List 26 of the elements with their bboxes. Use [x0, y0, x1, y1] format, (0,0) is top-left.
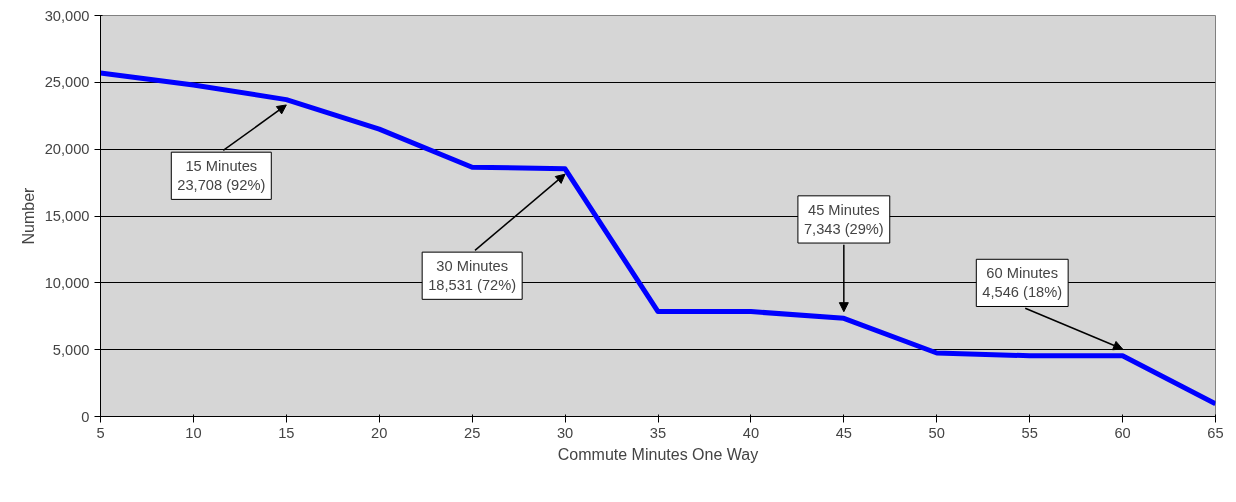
annotation: 60 Minutes 4,546 (18%) — [982, 265, 1063, 301]
y-tick-label: 10,000 — [44, 274, 90, 291]
x-tick-label: 40 — [742, 424, 760, 441]
x-tick-label: 5 — [96, 424, 105, 441]
y-tick-label: 25,000 — [44, 74, 90, 91]
x-tick-label: 25 — [464, 424, 481, 441]
x-tick-label: 50 — [928, 424, 945, 441]
y-tick-label: 20,000 — [44, 141, 90, 158]
y-tick-label: 30,000 — [44, 7, 90, 24]
x-tick-label: 30 — [556, 424, 574, 441]
annotation: 30 Minutes 18,531 (72%) — [428, 258, 517, 294]
y-tick-label: 0 — [81, 408, 90, 425]
x-tick-label: 10 — [185, 424, 202, 441]
x-tick-label: 65 — [1207, 424, 1224, 441]
x-tick-label: 20 — [371, 424, 388, 441]
annotation: 45 Minutes 7,343 (29%) — [803, 201, 884, 238]
annotation: 15 Minutes 23,708 (92%) — [177, 158, 266, 194]
x-tick-label: 15 — [278, 424, 295, 441]
y-axis-title: Number — [19, 186, 37, 245]
x-tick-label: 60 — [1114, 424, 1131, 441]
x-tick-label: 45 — [835, 424, 852, 441]
x-axis-title: Commute Minutes One Way — [557, 445, 759, 463]
x-tick-label: 35 — [649, 424, 667, 441]
y-tick-label: 5,000 — [52, 341, 90, 358]
x-tick-label: 55 — [1021, 424, 1038, 441]
y-tick-label: 15,000 — [44, 208, 90, 224]
